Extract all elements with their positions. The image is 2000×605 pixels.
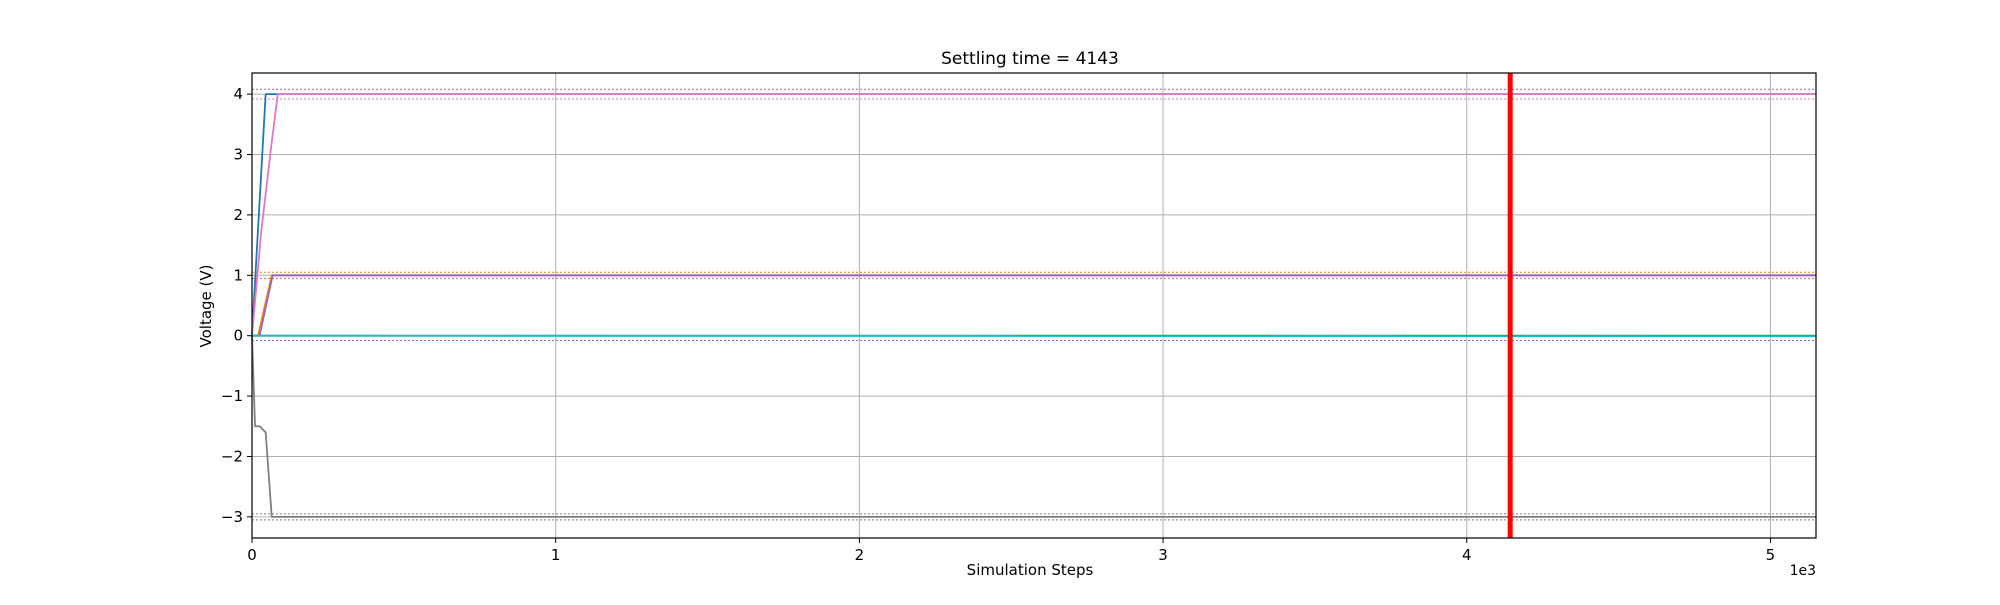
series-line <box>251 335 1816 518</box>
y-axis-label: Voltage (V) <box>197 265 215 348</box>
y-tick-label: −2 <box>221 447 243 465</box>
series-lines <box>251 93 1817 518</box>
y-tick-label: 2 <box>233 206 243 224</box>
y-tick-label: −3 <box>221 508 243 526</box>
x-axis-offset-label: 1e3 <box>1790 563 1816 579</box>
y-tick-label: 1 <box>233 266 243 284</box>
y-axis-ticks: −3 −2 −1 0 1 2 3 4 <box>221 85 252 526</box>
x-axis-label: Simulation Steps <box>967 561 1094 579</box>
series-line <box>251 334 1817 338</box>
y-tick-label: −1 <box>221 387 243 405</box>
x-tick-label: 5 <box>1766 546 1776 564</box>
plot-frame <box>251 72 1817 539</box>
x-axis-ticks: 0 1 2 3 4 5 <box>247 538 1775 564</box>
series-line <box>251 93 1816 336</box>
y-tick-label: 0 <box>233 327 243 345</box>
x-tick-label: 4 <box>1462 546 1472 564</box>
x-tick-label: 0 <box>247 546 257 564</box>
x-tick-label: 2 <box>855 546 865 564</box>
chart-title: Settling time = 4143 <box>941 49 1119 69</box>
x-tick-label: 1 <box>551 546 561 564</box>
y-tick-label: 4 <box>233 85 243 103</box>
x-tick-label: 3 <box>1158 546 1168 564</box>
tolerance-bands <box>252 88 1816 521</box>
y-tick-label: 3 <box>233 146 243 164</box>
